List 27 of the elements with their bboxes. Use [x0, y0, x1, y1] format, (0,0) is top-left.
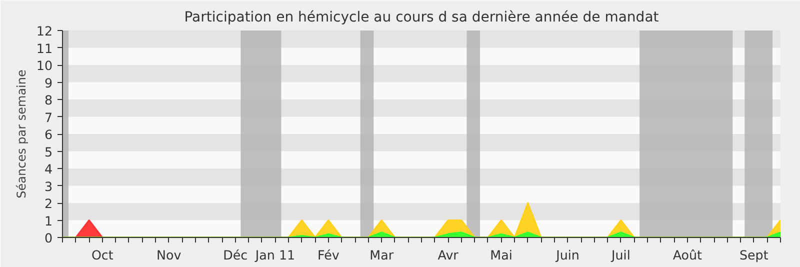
x-tick-label: Déc [223, 248, 248, 262]
y-tick-label: 3 [44, 178, 53, 194]
x-tick-label: Mar [370, 248, 394, 262]
x-tick-label: Août [672, 248, 702, 262]
y-tick-label: 11 [36, 40, 53, 56]
y-tick-label: 2 [44, 196, 53, 211]
chart-title: Participation en hémicycle au cours d sa dernière année de mandat [184, 10, 660, 26]
x-tick-label: Sept [740, 248, 768, 262]
y-tick-label: 5 [44, 144, 53, 160]
y-axis-title: Séances par semaine [14, 70, 28, 198]
x-tick-label: Nov [156, 248, 182, 262]
y-tick-label: 7 [44, 110, 53, 125]
y-tick-label: 4 [44, 162, 53, 176]
x-tick-label: Jan 11 [254, 248, 296, 262]
x-tick-label: Juil [610, 248, 630, 262]
x-tick-label: Fév [317, 248, 340, 262]
y-tick-label: 6 [44, 127, 53, 142]
x-tick-label: Avr [438, 248, 460, 262]
x-tick-label: Oct [91, 248, 114, 262]
x-tick-label: Juin [555, 248, 580, 262]
y-tick-label: 1 [44, 213, 53, 228]
y-tick-label: 0 [44, 230, 53, 246]
y-tick-label: 8 [44, 92, 53, 108]
x-tick-label: Mai [490, 248, 512, 262]
y-tick-label: 10 [36, 58, 53, 73]
y-tick-label: 12 [36, 24, 53, 38]
y-tick-label: 9 [44, 75, 53, 90]
